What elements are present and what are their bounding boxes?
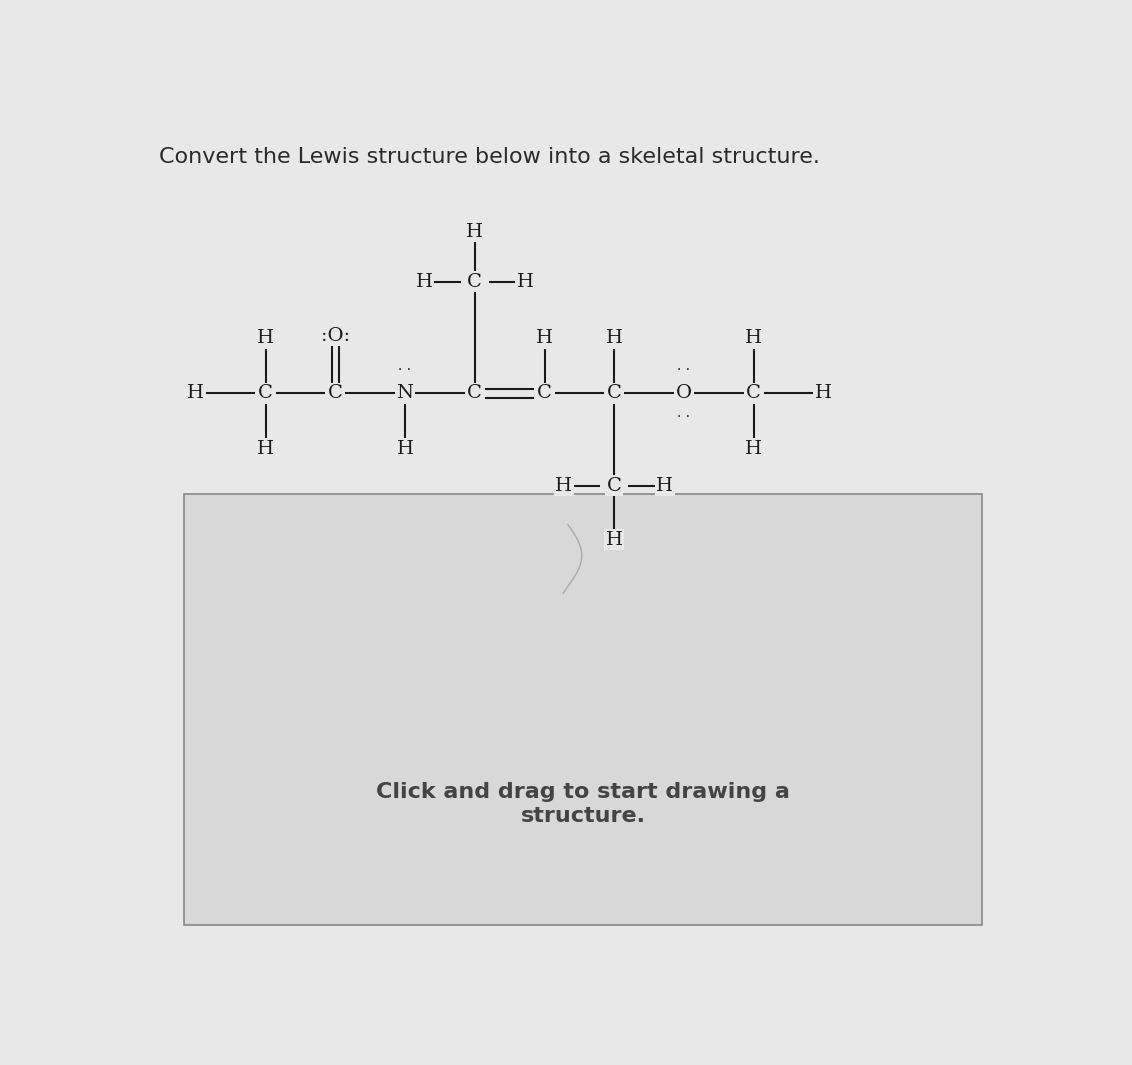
Text: H: H (257, 440, 274, 458)
Text: · ·: · · (677, 410, 691, 424)
Text: :O:: :O: (320, 327, 350, 345)
Text: H: H (815, 384, 832, 403)
Text: H: H (187, 384, 204, 403)
Text: C: C (468, 384, 482, 403)
Text: H: H (415, 273, 432, 291)
Text: H: H (606, 329, 623, 347)
Text: N: N (396, 384, 413, 403)
Text: H: H (556, 477, 573, 495)
Text: H: H (745, 440, 762, 458)
Text: · ·: · · (677, 362, 691, 377)
Text: H: H (466, 223, 483, 241)
Text: C: C (537, 384, 552, 403)
Text: C: C (746, 384, 761, 403)
Text: H: H (606, 530, 623, 548)
Text: Convert the Lewis structure below into a skeletal structure.: Convert the Lewis structure below into a… (158, 147, 820, 167)
Text: H: H (657, 477, 674, 495)
Text: H: H (396, 440, 413, 458)
Text: C: C (607, 384, 621, 403)
Text: C: C (328, 384, 343, 403)
Text: Click and drag to start drawing a
structure.: Click and drag to start drawing a struct… (376, 783, 790, 825)
Text: H: H (745, 329, 762, 347)
Text: C: C (258, 384, 273, 403)
Text: · ·: · · (398, 362, 412, 377)
Text: H: H (516, 273, 533, 291)
Text: C: C (607, 477, 621, 495)
Text: C: C (468, 273, 482, 291)
Text: O: O (676, 384, 692, 403)
Text: H: H (257, 329, 274, 347)
Text: H: H (535, 329, 554, 347)
FancyBboxPatch shape (185, 493, 983, 924)
